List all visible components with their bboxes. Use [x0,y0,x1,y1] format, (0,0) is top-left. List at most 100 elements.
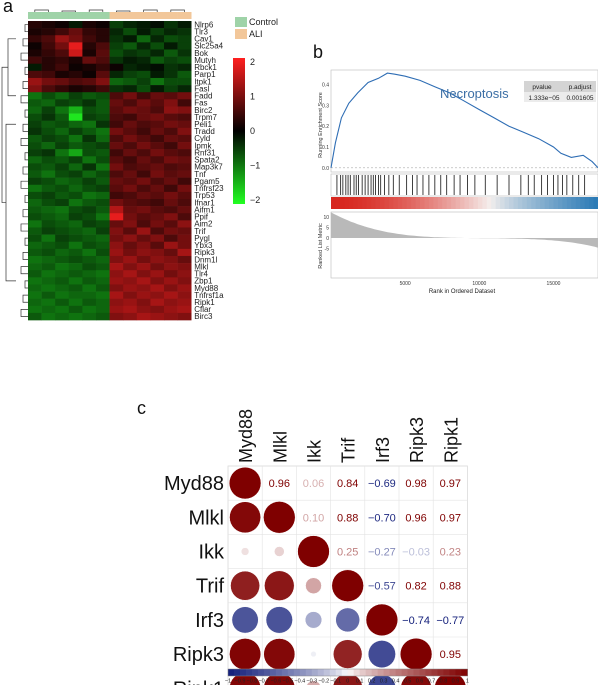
heatmap-cell [177,291,192,299]
corr-colorbar-tick: 0.1 [356,679,364,685]
heatmap-cell [41,42,56,50]
heatmap-cell [96,248,110,257]
corr-circle [399,637,433,671]
heatmap-cell [68,248,83,257]
heatmap-cell [55,305,70,314]
heatmap-cell [96,291,110,299]
heatmap-cell [96,42,110,50]
heatmap-cell [96,106,110,114]
heatmap-cell [177,49,192,57]
corr-colorbar-segment [305,669,313,676]
rank-strip-segment [451,197,457,209]
heatmap-cell [150,305,165,314]
heatmap-cell [164,134,178,143]
corr-value-label: 0.06 [303,478,324,490]
corr-col-label: Ripk1 [441,417,461,463]
group-bar-cell [55,12,70,19]
heatmap-cell [82,270,97,278]
heatmap-cell [136,113,151,121]
heatmap-cell [68,92,83,100]
heatmap-cell [136,184,151,193]
rank-strip-segment [388,197,394,209]
corr-colorbar-segment [335,669,343,676]
heatmap-cell [55,42,70,50]
heatmap-cell [82,49,97,57]
heatmap-cell [96,270,110,278]
heatmap-cell [96,56,110,65]
heatmap-cell [177,284,192,292]
heatmap-cell [68,134,83,143]
dendrogram-branch [24,66,28,75]
gene-label: Birc3 [194,312,213,321]
heatmap-cell [96,255,110,264]
heatmap-cell [55,113,70,121]
corr-circle [263,638,296,670]
heatmap-cell [164,248,178,257]
heatmap-cell [123,263,138,271]
group-bar-cell [68,12,83,19]
gene-label: Birc2 [194,106,213,115]
heatmap-cell [82,284,97,292]
corr-colorbar-segment [365,669,373,676]
group-bar-cell [123,12,138,19]
heatmap-cell [123,170,138,178]
heatmap-cell [68,142,83,150]
heatmap-cell [28,63,42,72]
heatmap-cell [109,248,124,257]
dendrogram-branch [22,38,28,47]
heatmap-cell [109,255,124,264]
heatmap-cell [123,92,138,100]
heatmap-cell [96,149,110,157]
heatmap-cell [82,263,97,271]
gene-label: Parp1 [194,70,216,79]
heatmap-cell [28,298,42,307]
heatmap-cell [41,120,56,129]
rank-strip-segment [362,197,368,209]
corr-colorbar-segment [281,669,289,676]
legend-label: ALI [249,29,263,39]
corr-colorbar-segment [275,669,283,676]
dendrogram-branch [143,9,158,12]
corr-circle [264,570,295,601]
gene-label: Tlr3 [194,27,208,36]
heatmap-cell [96,35,110,43]
heatmap-cell [123,156,138,164]
heatmap-cell [28,291,42,299]
gene-label: Cav1 [194,35,213,44]
heatmap-cell [68,312,83,321]
corr-row-label: Irf3 [195,610,224,632]
gene-label: Cflar [194,305,211,314]
row-dendrogram [1,24,28,317]
panel-a-label: a [3,0,14,16]
heatmap-cell [109,234,124,243]
heatmap-cell [136,248,151,257]
rank-strip-segment [571,197,577,209]
rank-strip-segment [437,197,443,209]
corr-colorbar-segment [251,669,259,676]
heatmap-cell [150,241,165,250]
heatmap-cell [82,21,97,29]
heatmap-cell [136,99,151,107]
heatmap-cell [109,206,124,214]
corr-colorbar-tick: −0.9 [235,679,246,685]
heatmap-cell [28,213,42,221]
heatmap-cell [96,263,110,271]
heatmap-cell [123,270,138,278]
heatmap-cell [123,291,138,299]
heatmap-cell [68,113,83,121]
heatmap-cell [68,156,83,164]
metric-frame [330,211,598,279]
heatmap-cell [96,28,110,36]
group-bar-cell [177,12,192,19]
heatmap-cell [96,234,110,243]
heatmap-cell [164,56,178,65]
heatmap-cell [109,184,124,193]
heatmap-cell [68,63,83,72]
heatmap-cell [164,70,178,79]
heatmap-cell [28,70,42,79]
heatmap-cell [164,291,178,299]
heatmap-cell [136,298,151,307]
heatmap-cell [123,120,138,129]
corr-colorbar-tick: −0.7 [258,679,269,685]
dendrogram-branch [24,237,28,246]
